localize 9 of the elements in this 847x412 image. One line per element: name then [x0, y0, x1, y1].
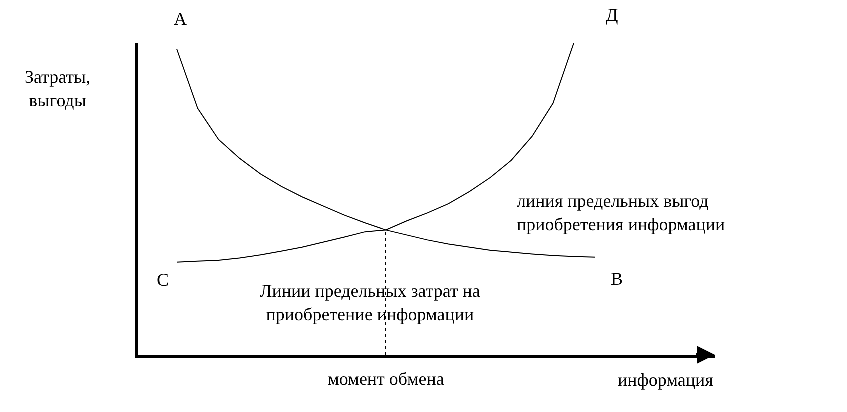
annotation: С [157, 270, 170, 290]
x-axis-title: информация [618, 370, 714, 390]
series-label: Линии предельных затрат на приобретение информации [260, 281, 480, 324]
series-label: линия предельных выгод приобретения информации [517, 191, 726, 234]
y-axis-title: Затраты, выгоды [25, 67, 91, 110]
text: В [611, 269, 624, 289]
text: Д [606, 5, 618, 25]
text: А [174, 9, 187, 29]
text: момент обмена [328, 369, 444, 389]
